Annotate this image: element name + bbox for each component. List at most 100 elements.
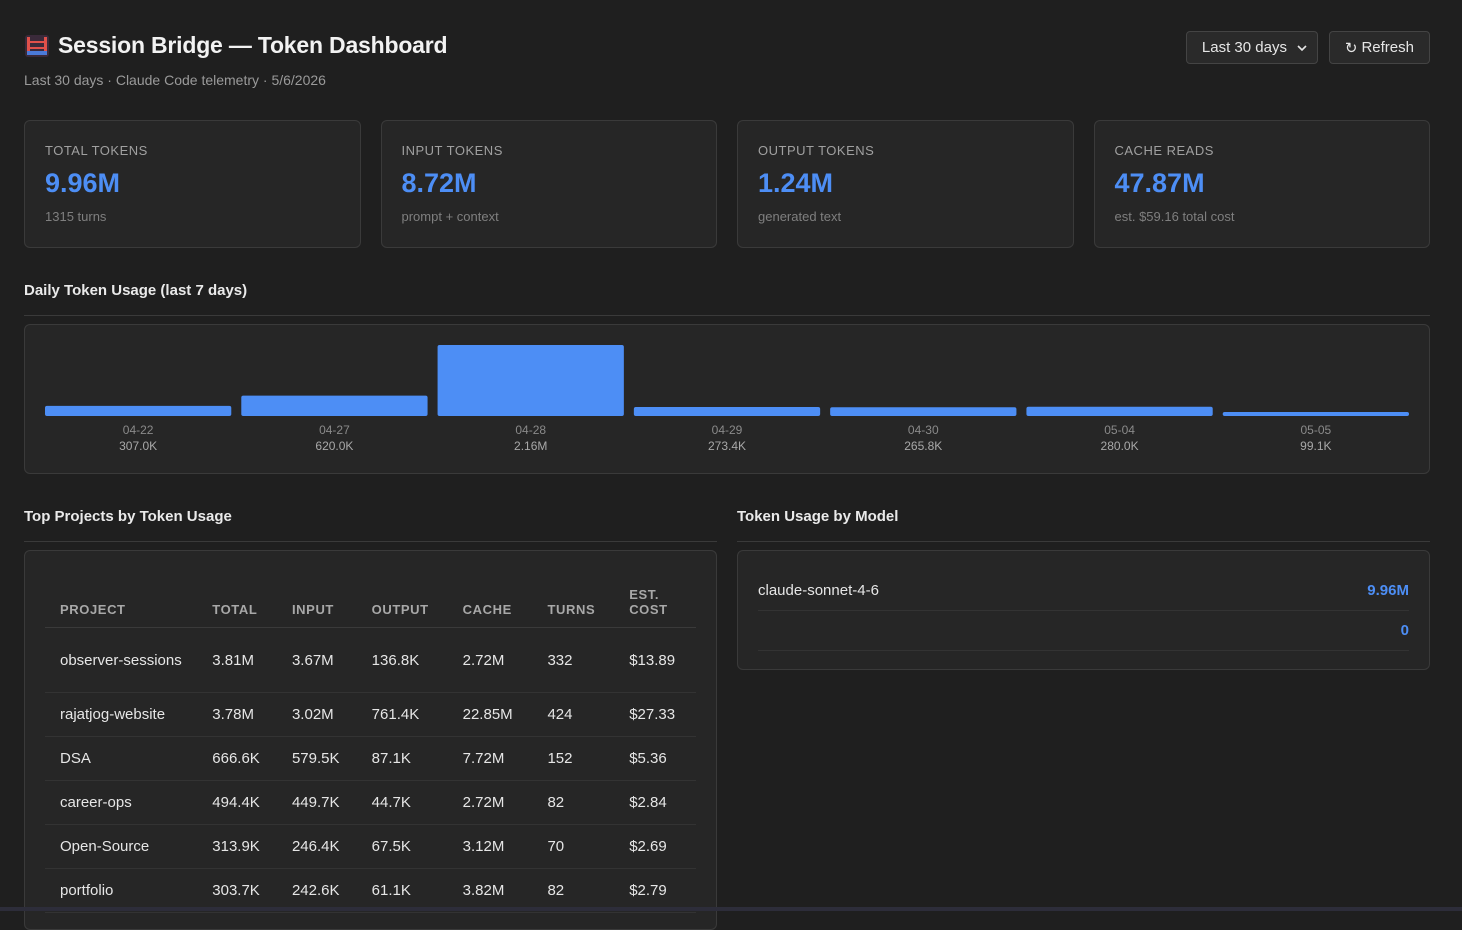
- cell-project: portfolio: [45, 868, 198, 913]
- cell-output: 136.8K: [356, 627, 448, 693]
- stat-sub: prompt + context: [401, 209, 499, 224]
- cell-cost: $2.69: [614, 824, 696, 869]
- table-row[interactable]: DSA 666.6K 579.5K 87.1K 7.72M 152 $5.36: [45, 736, 696, 781]
- cell-input: 3.67M: [276, 627, 357, 693]
- daily-bar-chart: 04-22 307.0K 04-27 620.0K 04-28 2.16M 04-29 273…: [45, 345, 1409, 453]
- table-row[interactable]: rajatjog-website 3.78M 3.02M 761.4K 22.8…: [45, 692, 696, 737]
- table-row[interactable]: career-ops 494.4K 449.7K 44.7K 2.72M 82 …: [45, 780, 696, 825]
- chart-bar[interactable]: [830, 407, 1017, 416]
- cell-cache: 3.12M: [447, 824, 533, 869]
- page-title: Session Bridge — Token Dashboard: [58, 32, 448, 58]
- cell-project: Open-Source: [45, 824, 198, 869]
- page-subtitle: Last 30 days · Claude Code telemetry · 5…: [24, 72, 326, 88]
- cell-turns: 332: [532, 627, 615, 693]
- stat-card-cache: CACHE READS 47.87M est. $59.16 total cos…: [1093, 120, 1430, 248]
- stat-value: 9.96M: [45, 168, 121, 198]
- daily-section-header: Daily Token Usage (last 7 days): [24, 282, 1430, 316]
- divider: [737, 541, 1430, 542]
- stat-value: 47.87M: [1114, 168, 1205, 198]
- cell-input: 246.4K: [276, 824, 357, 869]
- column-header[interactable]: PROJECT: [45, 571, 198, 628]
- cell-cache: 7.72M: [447, 736, 533, 781]
- column-header[interactable]: TOTAL: [197, 571, 277, 628]
- chart-tick-label: 04-27: [319, 423, 350, 437]
- chart-tick-label: 04-29: [712, 423, 743, 437]
- chart-bar[interactable]: [633, 407, 821, 416]
- chart-value-label: 273.4K: [708, 439, 746, 453]
- stat-card-output: OUTPUT TOKENS 1.24M generated text: [737, 120, 1074, 248]
- cell-cost: $2.79: [614, 868, 696, 913]
- chart-tick-label: 04-30: [908, 423, 939, 437]
- chart-tick-label: 05-05: [1301, 423, 1332, 437]
- cell-cost: $13.89: [614, 627, 696, 693]
- header-controls: Last 30 days ↻ Refresh: [1185, 31, 1430, 64]
- stat-value: 1.24M: [758, 168, 834, 198]
- cell-total: 494.4K: [197, 780, 277, 825]
- stat-label: OUTPUT TOKENS: [758, 143, 875, 158]
- chart-value-label: 280.0K: [1101, 439, 1139, 453]
- cell-output: 44.7K: [356, 780, 448, 825]
- cell-input: 579.5K: [276, 736, 357, 781]
- column-header[interactable]: INPUT: [276, 571, 357, 628]
- bridge-icon: [24, 33, 50, 59]
- chart-bar[interactable]: [1026, 406, 1213, 416]
- cell-project: observer-sessions: [45, 627, 198, 693]
- models-section-title: Token Usage by Model: [737, 508, 899, 525]
- projects-table: PROJECT TOTAL INPUT OUTPUT CACHE TURNS E…: [45, 571, 696, 913]
- taskbar-edge: [0, 907, 1462, 911]
- table-row[interactable]: portfolio 303.7K 242.6K 61.1K 3.82M 82 $…: [45, 868, 696, 913]
- chart-bar[interactable]: [241, 395, 428, 416]
- chart-value-label: 99.1K: [1300, 439, 1331, 453]
- chart-bar[interactable]: [1222, 412, 1409, 416]
- chart-bar[interactable]: [437, 345, 624, 416]
- cell-total: 303.7K: [197, 868, 277, 913]
- column-header[interactable]: CACHE: [447, 571, 533, 628]
- column-header[interactable]: OUTPUT: [356, 571, 448, 628]
- cell-turns: 152: [532, 736, 615, 781]
- date-range-select[interactable]: Last 30 days: [1185, 31, 1318, 64]
- model-row: 0: [758, 611, 1409, 651]
- cell-project: career-ops: [45, 780, 198, 825]
- title-row: Session Bridge — Token Dashboard: [24, 32, 448, 59]
- model-value: 0: [1400, 622, 1409, 639]
- cell-cost: $27.33: [614, 692, 696, 737]
- chart-bar[interactable]: [45, 405, 232, 416]
- model-row: claude-sonnet-4-6 9.96M: [758, 571, 1409, 611]
- divider: [24, 541, 717, 542]
- cell-cache: 2.72M: [447, 780, 533, 825]
- cell-turns: 82: [532, 868, 615, 913]
- stat-sub: generated text: [758, 209, 842, 224]
- column-header[interactable]: EST. COST: [614, 571, 696, 628]
- divider: [24, 315, 1430, 316]
- cell-turns: 70: [532, 824, 615, 869]
- daily-section-title: Daily Token Usage (last 7 days): [24, 282, 248, 299]
- cell-cache: 2.72M: [447, 627, 533, 693]
- cell-input: 3.02M: [276, 692, 357, 737]
- chart-value-label: 265.8K: [904, 439, 942, 453]
- dashboard-page: Session Bridge — Token Dashboard Last 30…: [24, 0, 1430, 930]
- cell-turns: 424: [532, 692, 615, 737]
- stat-label: TOTAL TOKENS: [45, 143, 148, 158]
- cell-total: 3.78M: [197, 692, 277, 737]
- table-header-row: PROJECT TOTAL INPUT OUTPUT CACHE TURNS E…: [45, 571, 696, 628]
- models-section-header: Token Usage by Model: [737, 508, 1430, 542]
- projects-table-card: PROJECT TOTAL INPUT OUTPUT CACHE TURNS E…: [24, 550, 717, 930]
- column-header[interactable]: TURNS: [532, 571, 615, 628]
- stat-sub: est. $59.16 total cost: [1114, 209, 1235, 224]
- cell-output: 87.1K: [356, 736, 448, 781]
- chart-tick-label: 05-04: [1104, 423, 1135, 437]
- table-row[interactable]: Open-Source 313.9K 246.4K 67.5K 3.12M 70…: [45, 824, 696, 869]
- cell-input: 242.6K: [276, 868, 357, 913]
- cell-input: 449.7K: [276, 780, 357, 825]
- table-row[interactable]: observer-sessions 3.81M 3.67M 136.8K 2.7…: [45, 627, 696, 693]
- header: Session Bridge — Token Dashboard Last 30…: [24, 0, 1430, 120]
- date-range-value: Last 30 days: [1201, 39, 1287, 56]
- cell-project: DSA: [45, 736, 198, 781]
- cell-cost: $5.36: [614, 736, 696, 781]
- refresh-icon: ↻: [1344, 39, 1358, 57]
- chart-value-label: 2.16M: [514, 439, 547, 453]
- refresh-button[interactable]: ↻ Refresh: [1328, 31, 1430, 64]
- chart-value-label: 620.0K: [315, 439, 353, 453]
- cell-turns: 82: [532, 780, 615, 825]
- daily-chart-card: 04-22 307.0K 04-27 620.0K 04-28 2.16M 04-29 273…: [24, 324, 1430, 474]
